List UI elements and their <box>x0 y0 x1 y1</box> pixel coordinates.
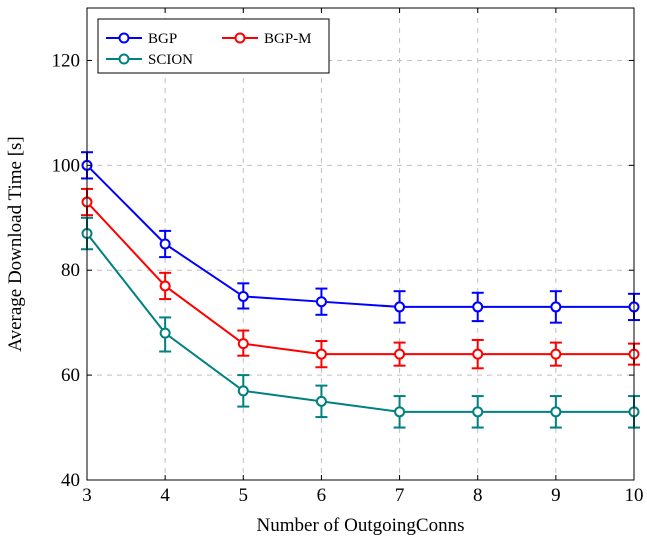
data-point <box>315 348 327 360</box>
x-axis-label: Number of OutgoingConns <box>257 515 465 536</box>
legend-item: SCION <box>106 52 193 68</box>
x-tick-label: 3 <box>82 485 92 506</box>
legend-item: BGP-M <box>222 31 312 47</box>
data-point <box>315 395 327 407</box>
legend-box <box>97 18 330 74</box>
data-point <box>550 348 562 360</box>
legend-label: BGP-M <box>264 31 312 47</box>
plot-frame <box>86 7 635 481</box>
legend-item: BGP <box>106 31 177 47</box>
x-tick-label: 6 <box>317 485 327 506</box>
data-point <box>472 301 484 313</box>
data-point <box>159 280 171 292</box>
data-point <box>159 327 171 339</box>
series-line <box>86 164 634 308</box>
y-tick-label: 120 <box>52 50 81 71</box>
data-point <box>550 301 562 313</box>
y-tick-label: 60 <box>61 365 80 386</box>
x-tick-label: 5 <box>239 485 249 506</box>
x-tick-label: 10 <box>625 485 644 506</box>
legend: BGP BGP-M SCION <box>97 18 330 74</box>
data-point <box>394 301 406 313</box>
legend-marker <box>118 32 130 44</box>
series-line <box>86 232 634 413</box>
y-tick-label: 40 <box>61 470 80 491</box>
data-point <box>237 338 249 350</box>
x-tick-label: 8 <box>473 485 483 506</box>
data-point <box>394 406 406 418</box>
series-scion <box>81 216 640 429</box>
series-layer <box>81 151 640 429</box>
legend-label: BGP <box>148 31 177 47</box>
x-tick-label: 9 <box>551 485 561 506</box>
data-point <box>237 385 249 397</box>
data-point <box>550 406 562 418</box>
data-point <box>315 296 327 308</box>
axis-ticks: 3 4 5 6 7 8 9 10 40 60 80 100 120 <box>52 8 644 506</box>
y-axis-label: Average Download Time [s] <box>5 136 26 351</box>
data-point <box>472 406 484 418</box>
y-tick-label: 80 <box>61 260 80 281</box>
legend-label: SCION <box>148 52 193 68</box>
data-point <box>472 348 484 360</box>
data-point <box>159 238 171 250</box>
data-point <box>394 348 406 360</box>
series-line <box>86 201 634 356</box>
x-tick-label: 4 <box>160 485 170 506</box>
x-tick-label: 7 <box>395 485 405 506</box>
y-tick-label: 100 <box>52 155 81 176</box>
legend-marker <box>234 32 246 44</box>
data-point <box>237 290 249 302</box>
legend-marker <box>118 53 130 65</box>
